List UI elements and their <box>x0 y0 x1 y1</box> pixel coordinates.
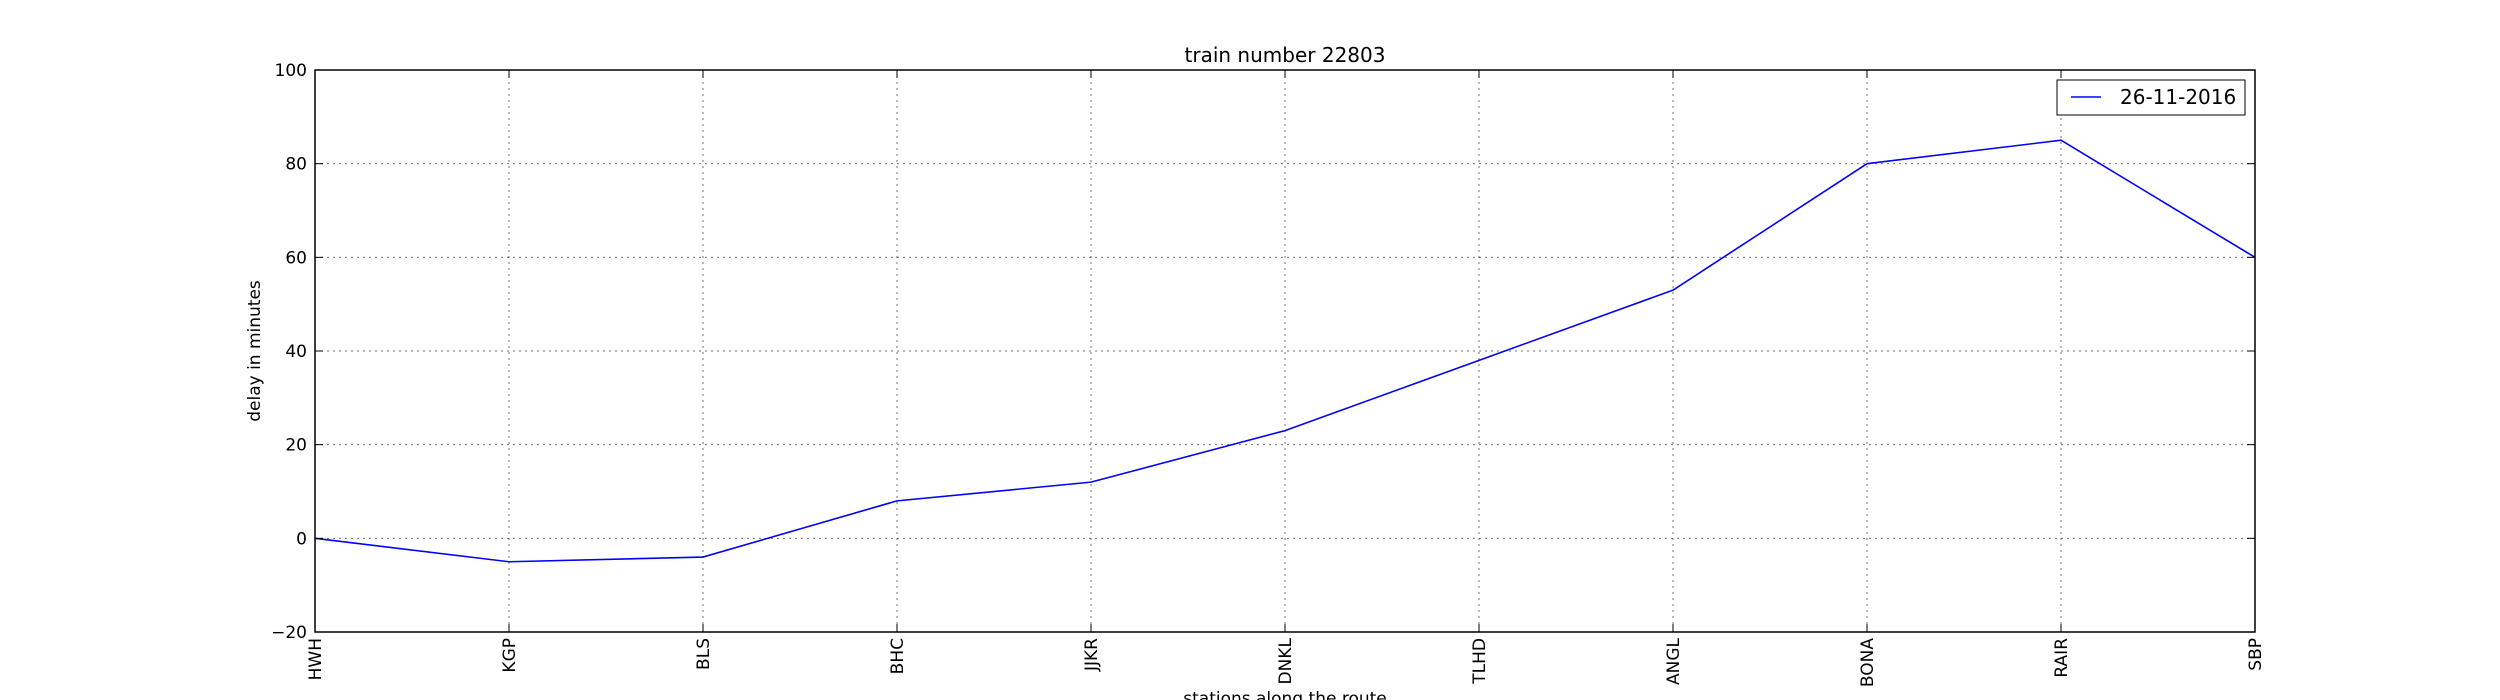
x-tick-label: RAIR <box>2052 638 2072 678</box>
series-line <box>314 139 2256 563</box>
x-tick-label: SBP <box>2246 638 2266 671</box>
x-tick-label: JJKR <box>1082 638 1102 672</box>
grid <box>315 70 2255 632</box>
legend-label: 26-11-2016 <box>2120 85 2236 109</box>
x-tick-label: BONA <box>1858 638 1878 687</box>
chart-title: train number 22803 <box>1185 43 1386 67</box>
y-tick-label: −20 <box>271 623 307 643</box>
x-axis: HWH KGP BLS BHC JJKR DNKL TLHD ANGL BONA RAIR SBP <box>306 70 2266 687</box>
x-tick-label: BLS <box>694 638 714 670</box>
y-tick-label: 100 <box>275 61 307 81</box>
x-tick-label: TLHD <box>1470 638 1490 685</box>
y-axis-label: delay in minutes <box>245 280 265 422</box>
x-tick-label: HWH <box>306 638 326 680</box>
series-layer <box>314 139 2256 563</box>
x-tick-label: KGP <box>500 638 520 673</box>
y-tick-label: 20 <box>285 436 307 456</box>
y-tick-label: 40 <box>285 342 307 362</box>
y-tick-label: 80 <box>285 155 307 175</box>
x-axis-label: stations along the route <box>1183 689 1387 700</box>
legend: 26-11-2016 <box>2056 79 2246 116</box>
x-tick-label: ANGL <box>1664 637 1684 685</box>
y-axis: −20 0 20 40 60 80 100 <box>271 61 2255 643</box>
x-tick-label: DNKL <box>1276 637 1296 684</box>
y-tick-label: 60 <box>285 248 307 268</box>
x-tick-label: BHC <box>888 638 908 674</box>
y-tick-label: 0 <box>296 529 307 549</box>
